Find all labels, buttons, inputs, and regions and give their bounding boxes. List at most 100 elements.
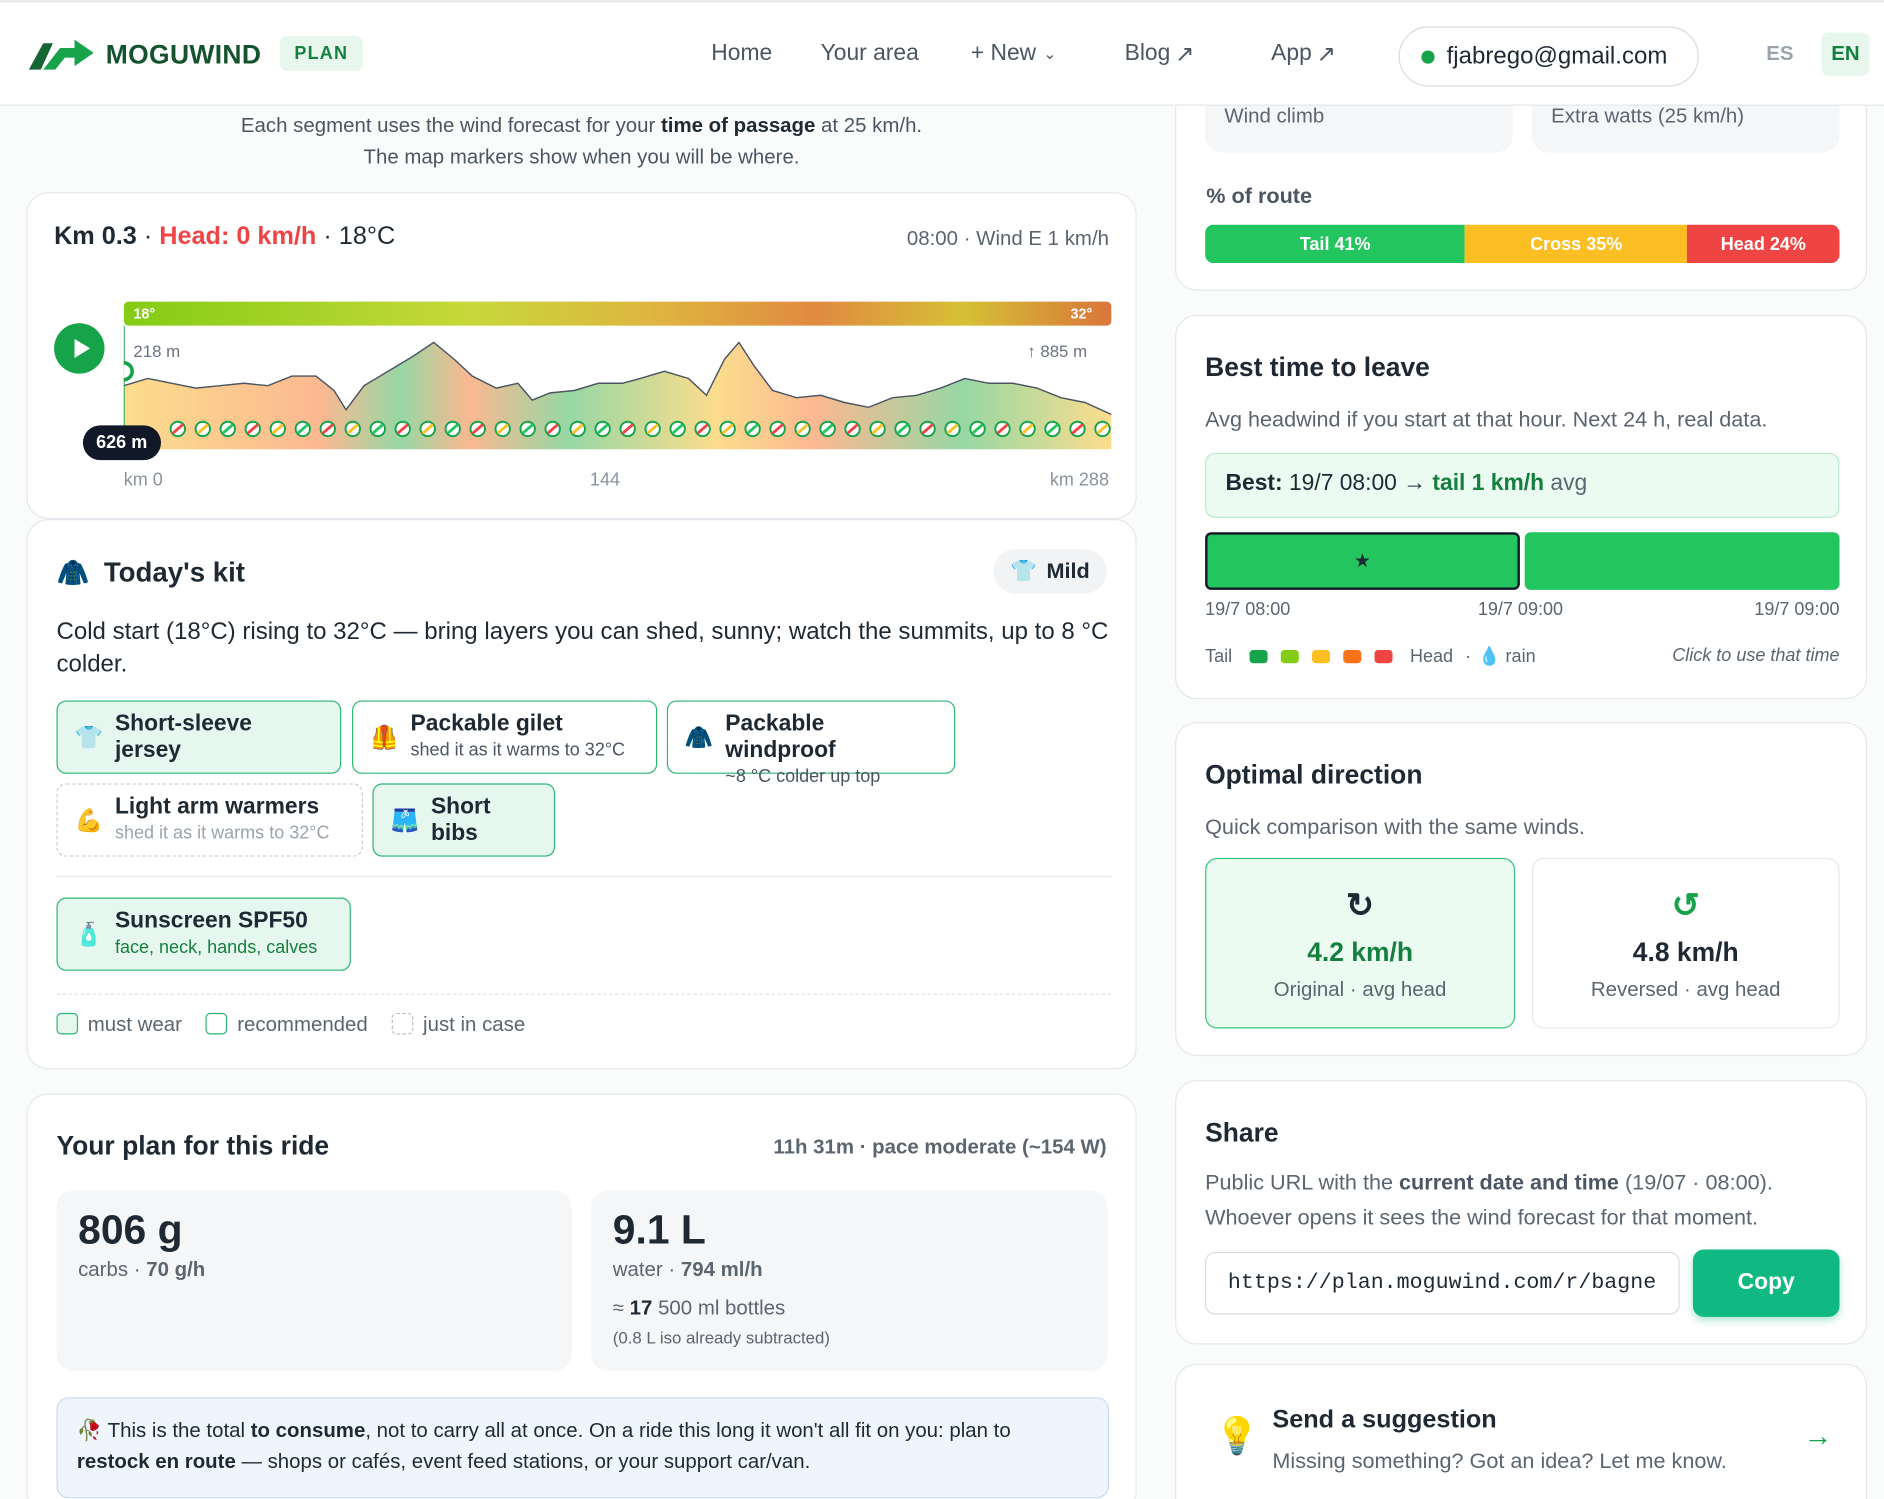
wind-arrow-icon — [921, 423, 934, 434]
kit-item-label: Short bibs — [430, 793, 491, 846]
time-tick-1: 19/7 08:00 — [1205, 599, 1291, 620]
copy-button[interactable]: Copy — [1692, 1249, 1840, 1317]
legend-must-label: must wear — [87, 1012, 182, 1036]
kit-item-sunscreen[interactable]: 🧴 Sunscreen SPF50 face, neck, hands, calv… — [56, 897, 351, 971]
temp-end-label: 32° — [1071, 306, 1093, 322]
play-button[interactable] — [54, 323, 105, 374]
direction-subtitle: Quick comparison with the same winds. — [1205, 814, 1585, 839]
extra-watts-label: Extra watts (25 km/h) — [1551, 104, 1745, 128]
wind-arrow-icon — [721, 423, 734, 434]
time-slot-0900[interactable] — [1524, 532, 1840, 590]
carbs-rate-value: 70 g/h — [146, 1257, 206, 1281]
bottles-n: 17 — [629, 1296, 653, 1320]
elevation-area — [123, 342, 1112, 450]
rev-value: 4.8 km/h — [1632, 937, 1739, 968]
direction-reversed[interactable]: ↺ 4.8 km/h Reversed · avg head — [1531, 857, 1840, 1029]
jacket-icon: 🧥 — [684, 725, 714, 751]
wind-arrow-icon — [497, 423, 509, 434]
kit-item-sub: ~8 °C colder up top — [725, 766, 881, 787]
best-time-summary: Best: 19/7 08:00 → tail 1 km/h avg — [1205, 452, 1840, 518]
temp-start-label: 18° — [133, 306, 155, 322]
x-axis-mid: 144 — [589, 469, 621, 491]
wind-arrow-icon — [447, 423, 459, 434]
wind-arrow-icon — [1096, 423, 1109, 434]
kit-item-windproof[interactable]: 🧥 Packable windproof ~8 °C colder up top — [666, 700, 956, 787]
elevation-line — [123, 341, 1112, 416]
kit-description: Cold start (18°C) rising to 32°C — bring… — [56, 618, 1109, 678]
kit-item-short-bibs[interactable]: 🩳 Short bibs — [372, 783, 556, 857]
kit-item-label: Packable gilet — [410, 711, 563, 737]
direction-original[interactable]: ↻ 4.2 km/h Original · avg head — [1205, 857, 1516, 1029]
elev-start-label: 218 m — [133, 342, 180, 361]
route-pct-label: % of route — [1206, 183, 1313, 208]
water-rate-value: 794 ml/h — [680, 1257, 763, 1281]
share-title: Share — [1205, 1117, 1279, 1148]
click-hint: Click to use that time — [1672, 645, 1840, 666]
lotion-bottle-icon: 🧴 — [74, 922, 103, 948]
profile-readout: Km 0.3 · Head: 0 km/h · 18°C — [54, 222, 395, 251]
time-tick-2: 19/7 09:00 — [1477, 599, 1564, 620]
share-card: Share Public URL with the current date a… — [1175, 1080, 1868, 1345]
lang-es[interactable]: ES — [1766, 42, 1794, 65]
kit-item-sub: shed it as it warms to 32°C — [114, 823, 330, 844]
kit-legend-divider — [56, 993, 1112, 995]
best-label: Best: — [1225, 470, 1283, 497]
wind-arrow-icon — [522, 423, 534, 434]
vest-icon: 🦺 — [370, 725, 399, 751]
tshirt-icon: 👕 — [74, 725, 103, 751]
user-menu[interactable]: fjabrego@gmail.com — [1398, 26, 1699, 87]
legend-swatch-head — [1373, 649, 1392, 663]
kit-item-sub: face, neck, hands, calves — [114, 937, 318, 958]
flexed-arm-icon: 💪 — [74, 808, 103, 834]
share-url-input[interactable] — [1205, 1251, 1680, 1315]
user-email: fjabrego@gmail.com — [1446, 42, 1668, 70]
ride-plan-card: Your plan for this ride 11h 31m · pace m… — [26, 1093, 1137, 1499]
note-part-c: , not to carry all at once. On a ride th… — [365, 1418, 1011, 1442]
time-slot-0800[interactable]: ★ — [1205, 532, 1520, 590]
plan-title: Your plan for this ride — [56, 1130, 330, 1161]
kit-item-jersey[interactable]: 👕 Short-sleeve jersey — [56, 700, 342, 774]
online-status-icon — [1421, 49, 1435, 64]
note-part-a: This is the total — [107, 1418, 251, 1442]
share-text-b: current date and time — [1399, 1170, 1619, 1195]
elevation-chart[interactable]: 18° 32° 218 m ↑ 885 m — [123, 299, 1112, 450]
note-part-b: to consume — [250, 1418, 366, 1442]
kit-item-arm-warmers[interactable]: 💪 Light arm warmers shed it as it warms t… — [56, 783, 363, 857]
carbs-rate: carbs · 70 g/h — [78, 1258, 205, 1282]
lang-en[interactable]: EN — [1821, 32, 1870, 76]
logo[interactable]: MOGUWIND — [26, 36, 261, 74]
x-axis-end: km 288 — [1049, 469, 1109, 491]
top-header: MOGUWIND PLAN Home Your area + New ⌄ Blo… — [0, 0, 1884, 106]
wind-arrow-icon — [422, 423, 434, 434]
wind-arrow-icon — [647, 423, 659, 434]
best-tail: tail 1 km/h — [1432, 470, 1545, 497]
star-icon: ★ — [1353, 551, 1372, 572]
wind-arrow-icon — [472, 423, 484, 434]
kit-item-label: Light arm warmers — [114, 794, 320, 820]
nav-app[interactable]: App ↗ — [1271, 41, 1336, 69]
share-text: Public URL with the current date and tim… — [1205, 1165, 1842, 1235]
rotate-clockwise-icon: ↻ — [1345, 886, 1375, 924]
kit-item-sub: shed it as it warms to 32°C — [410, 740, 626, 761]
note-part-d: restock en route — [76, 1450, 236, 1474]
profile-sep: · — [143, 222, 153, 250]
wind-arrow-icon — [397, 423, 409, 434]
iso-note: (0.8 L iso already subtracted) — [612, 1327, 830, 1347]
nav-your-area[interactable]: Your area — [820, 40, 919, 67]
wind-arrow-icon — [297, 423, 309, 434]
jacket-icon: 🧥 — [56, 556, 90, 587]
legend-rain-label: rain — [1505, 645, 1536, 667]
nav-new[interactable]: + New ⌄ — [971, 41, 1057, 67]
kit-item-gilet[interactable]: 🦺 Packable gilet shed it as it warms to 3… — [352, 700, 658, 774]
suggestion-card[interactable]: 💡 Send a suggestion Missing something? G… — [1175, 1363, 1868, 1499]
legend-head-label: Head — [1409, 645, 1454, 667]
cursor-handle[interactable] — [123, 361, 134, 382]
wind-markers — [169, 420, 1111, 438]
nav-blog[interactable]: Blog ↗ — [1125, 41, 1195, 69]
nav-home[interactable]: Home — [711, 40, 773, 67]
legend-recommended: recommended — [205, 1012, 368, 1037]
water-stat: 9.1 L water · 794 ml/h ≈ 17 500 ml bottl… — [591, 1190, 1108, 1371]
wind-arrow-icon — [771, 423, 784, 434]
best-time-title: Best time to leave — [1205, 352, 1430, 383]
carbs-value: 806 g — [78, 1207, 183, 1254]
